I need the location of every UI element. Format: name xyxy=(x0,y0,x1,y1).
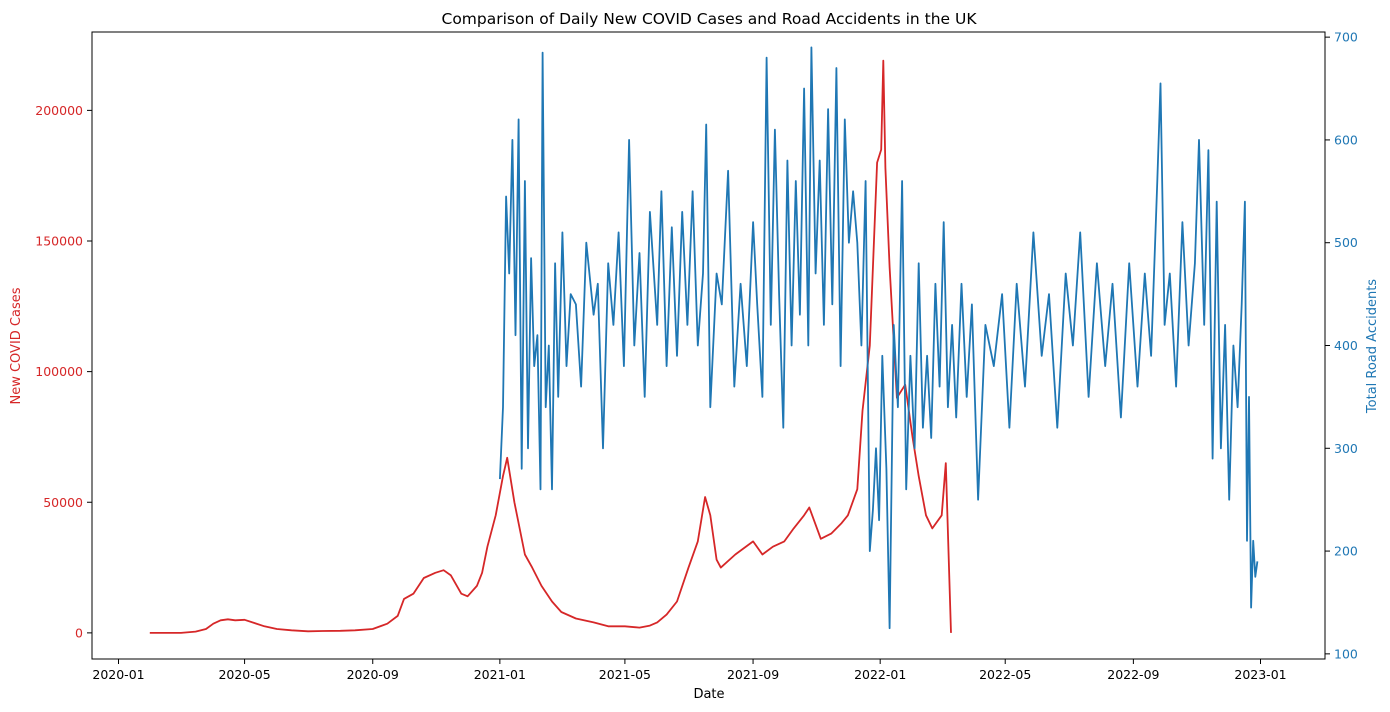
x-tick-label: 2020-01 xyxy=(92,667,144,682)
left-y-axis: 0 50000 100000 150000 200000 xyxy=(35,103,92,640)
plot-lines xyxy=(149,46,1259,634)
left-tick-label: 150000 xyxy=(35,234,83,249)
right-tick-label: 700 xyxy=(1334,30,1358,45)
left-tick-label: 200000 xyxy=(35,103,83,118)
x-tick-label: 2021-05 xyxy=(599,667,651,682)
right-tick-label: 300 xyxy=(1334,441,1358,456)
right-tick-label: 500 xyxy=(1334,235,1358,250)
chart-title: Comparison of Daily New COVID Cases and … xyxy=(442,10,978,28)
x-axis: 2020-01 2020-05 2020-09 2021-01 2021-05 2021-… xyxy=(92,659,1287,682)
left-tick-label: 50000 xyxy=(43,495,83,510)
left-tick-label: 0 xyxy=(75,625,83,640)
left-tick-label: 100000 xyxy=(35,364,83,379)
right-tick-label: 200 xyxy=(1334,544,1358,559)
right-tick-label: 600 xyxy=(1334,132,1358,147)
right-tick-label: 100 xyxy=(1334,646,1358,661)
x-tick-label: 2021-09 xyxy=(727,667,779,682)
left-axis-label: New COVID Cases xyxy=(9,287,24,404)
x-tick-label: 2022-05 xyxy=(979,667,1031,682)
series-line-covid-cases xyxy=(149,59,952,634)
x-axis-label: Date xyxy=(693,687,724,702)
right-y-axis: 100 200 300 400 500 600 700 xyxy=(1325,30,1358,661)
right-tick-label: 400 xyxy=(1334,338,1358,353)
right-axis-label: Total Road Accidents xyxy=(1365,279,1380,414)
x-tick-label: 2021-01 xyxy=(474,667,526,682)
x-tick-label: 2020-09 xyxy=(347,667,399,682)
series-line-road-accidents xyxy=(499,46,1259,630)
x-tick-label: 2023-01 xyxy=(1234,667,1286,682)
x-tick-label: 2022-09 xyxy=(1107,667,1159,682)
x-tick-label: 2022-01 xyxy=(854,667,906,682)
x-tick-label: 2020-05 xyxy=(218,667,270,682)
